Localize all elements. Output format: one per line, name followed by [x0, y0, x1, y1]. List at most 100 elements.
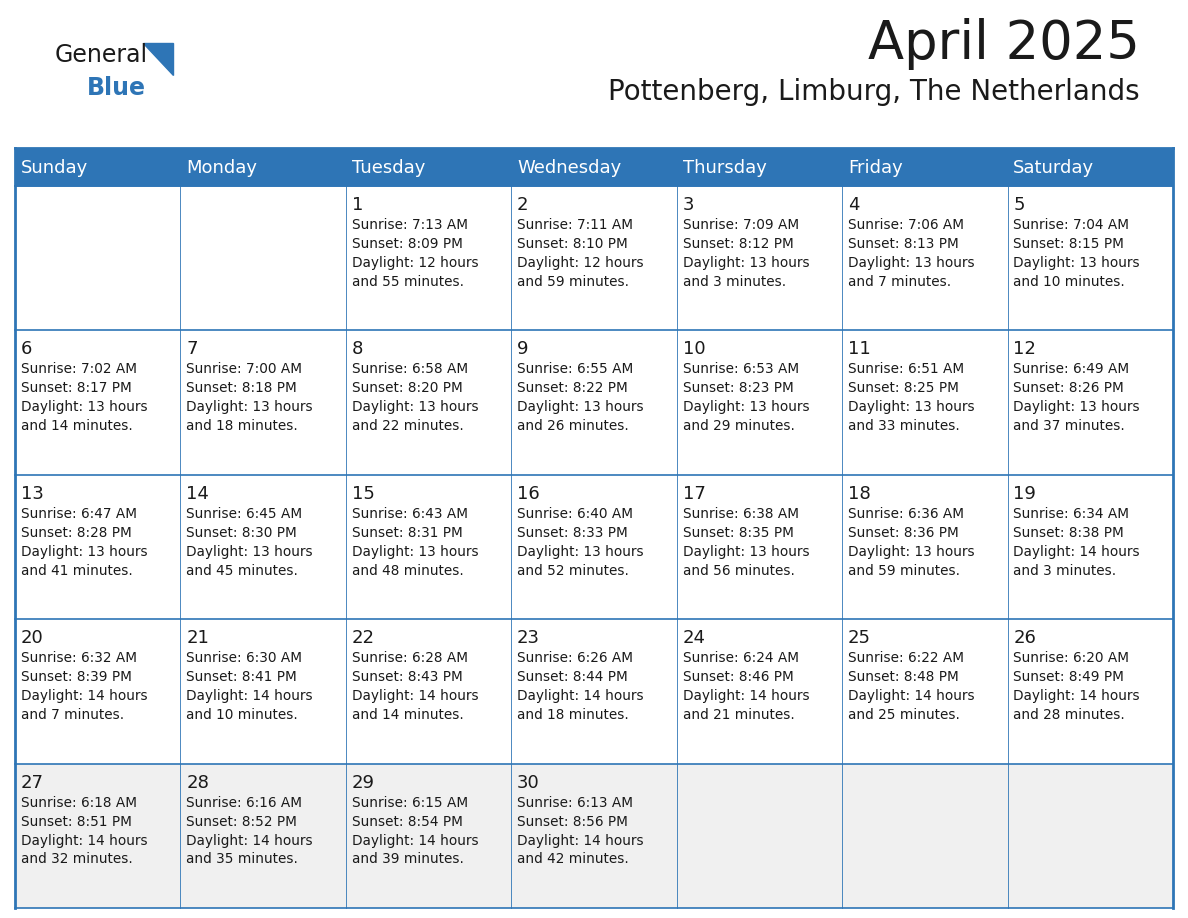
Text: Saturday: Saturday [1013, 159, 1094, 177]
Text: Sunrise: 6:49 AM
Sunset: 8:26 PM
Daylight: 13 hours
and 37 minutes.: Sunrise: 6:49 AM Sunset: 8:26 PM Dayligh… [1013, 363, 1140, 433]
Bar [181, 186, 346, 330]
Text: Sunrise: 7:06 AM
Sunset: 8:13 PM
Daylight: 13 hours
and 7 minutes.: Sunrise: 7:06 AM Sunset: 8:13 PM Dayligh… [848, 218, 974, 289]
Bar [346, 475, 511, 620]
Bar [511, 764, 677, 908]
Text: Sunrise: 6:18 AM
Sunset: 8:51 PM
Daylight: 14 hours
and 32 minutes.: Sunrise: 6:18 AM Sunset: 8:51 PM Dayligh… [20, 796, 147, 867]
Text: Sunrise: 6:16 AM
Sunset: 8:52 PM
Daylight: 14 hours
and 35 minutes.: Sunrise: 6:16 AM Sunset: 8:52 PM Dayligh… [187, 796, 312, 867]
Text: 13: 13 [20, 485, 44, 503]
Bar [1007, 620, 1173, 764]
Text: 16: 16 [517, 485, 539, 503]
Text: Friday: Friday [848, 159, 903, 177]
Bar [842, 475, 1007, 620]
Text: 4: 4 [848, 196, 859, 214]
Text: Sunrise: 7:04 AM
Sunset: 8:15 PM
Daylight: 13 hours
and 10 minutes.: Sunrise: 7:04 AM Sunset: 8:15 PM Dayligh… [1013, 218, 1140, 289]
Text: General: General [55, 43, 148, 67]
Text: Blue: Blue [87, 76, 146, 100]
Text: 23: 23 [517, 629, 541, 647]
Text: Thursday: Thursday [682, 159, 766, 177]
Text: Sunrise: 6:58 AM
Sunset: 8:20 PM
Daylight: 13 hours
and 22 minutes.: Sunrise: 6:58 AM Sunset: 8:20 PM Dayligh… [352, 363, 479, 433]
Text: Sunrise: 6:47 AM
Sunset: 8:28 PM
Daylight: 13 hours
and 41 minutes.: Sunrise: 6:47 AM Sunset: 8:28 PM Dayligh… [20, 507, 147, 577]
Text: Sunrise: 6:40 AM
Sunset: 8:33 PM
Daylight: 13 hours
and 52 minutes.: Sunrise: 6:40 AM Sunset: 8:33 PM Dayligh… [517, 507, 644, 577]
Text: Sunrise: 6:28 AM
Sunset: 8:43 PM
Daylight: 14 hours
and 14 minutes.: Sunrise: 6:28 AM Sunset: 8:43 PM Dayligh… [352, 651, 479, 722]
Bar [181, 764, 346, 908]
Bar [346, 186, 511, 330]
Text: 25: 25 [848, 629, 871, 647]
Bar [15, 148, 1173, 186]
Text: Sunrise: 6:51 AM
Sunset: 8:25 PM
Daylight: 13 hours
and 33 minutes.: Sunrise: 6:51 AM Sunset: 8:25 PM Dayligh… [848, 363, 974, 433]
Text: Sunrise: 6:34 AM
Sunset: 8:38 PM
Daylight: 14 hours
and 3 minutes.: Sunrise: 6:34 AM Sunset: 8:38 PM Dayligh… [1013, 507, 1140, 577]
Text: 29: 29 [352, 774, 374, 791]
Text: 7: 7 [187, 341, 197, 358]
Text: Sunrise: 7:00 AM
Sunset: 8:18 PM
Daylight: 13 hours
and 18 minutes.: Sunrise: 7:00 AM Sunset: 8:18 PM Dayligh… [187, 363, 312, 433]
Text: Sunrise: 7:13 AM
Sunset: 8:09 PM
Daylight: 12 hours
and 55 minutes.: Sunrise: 7:13 AM Sunset: 8:09 PM Dayligh… [352, 218, 479, 289]
Bar [1007, 186, 1173, 330]
Bar [181, 330, 346, 475]
Text: Monday: Monday [187, 159, 258, 177]
Text: Sunrise: 7:02 AM
Sunset: 8:17 PM
Daylight: 13 hours
and 14 minutes.: Sunrise: 7:02 AM Sunset: 8:17 PM Dayligh… [20, 363, 147, 433]
Bar [842, 330, 1007, 475]
Bar [181, 620, 346, 764]
Text: Sunrise: 6:26 AM
Sunset: 8:44 PM
Daylight: 14 hours
and 18 minutes.: Sunrise: 6:26 AM Sunset: 8:44 PM Dayligh… [517, 651, 644, 722]
Bar [677, 475, 842, 620]
Text: 27: 27 [20, 774, 44, 791]
Text: Sunrise: 6:53 AM
Sunset: 8:23 PM
Daylight: 13 hours
and 29 minutes.: Sunrise: 6:53 AM Sunset: 8:23 PM Dayligh… [682, 363, 809, 433]
Text: Sunrise: 6:22 AM
Sunset: 8:48 PM
Daylight: 14 hours
and 25 minutes.: Sunrise: 6:22 AM Sunset: 8:48 PM Dayligh… [848, 651, 974, 722]
Text: 19: 19 [1013, 485, 1036, 503]
Bar [511, 330, 677, 475]
Text: 11: 11 [848, 341, 871, 358]
Text: Sunrise: 6:30 AM
Sunset: 8:41 PM
Daylight: 14 hours
and 10 minutes.: Sunrise: 6:30 AM Sunset: 8:41 PM Dayligh… [187, 651, 312, 722]
Text: Sunrise: 6:36 AM
Sunset: 8:36 PM
Daylight: 13 hours
and 59 minutes.: Sunrise: 6:36 AM Sunset: 8:36 PM Dayligh… [848, 507, 974, 577]
Text: 30: 30 [517, 774, 539, 791]
Bar [511, 475, 677, 620]
Bar [511, 186, 677, 330]
Bar [15, 186, 181, 330]
Text: Sunday: Sunday [20, 159, 88, 177]
Text: 8: 8 [352, 341, 364, 358]
Text: 22: 22 [352, 629, 374, 647]
Bar [1007, 475, 1173, 620]
Text: 2: 2 [517, 196, 529, 214]
Text: Sunrise: 6:24 AM
Sunset: 8:46 PM
Daylight: 14 hours
and 21 minutes.: Sunrise: 6:24 AM Sunset: 8:46 PM Dayligh… [682, 651, 809, 722]
Bar [346, 330, 511, 475]
Text: Sunrise: 6:13 AM
Sunset: 8:56 PM
Daylight: 14 hours
and 42 minutes.: Sunrise: 6:13 AM Sunset: 8:56 PM Dayligh… [517, 796, 644, 867]
Text: April 2025: April 2025 [868, 18, 1140, 70]
Text: Sunrise: 6:38 AM
Sunset: 8:35 PM
Daylight: 13 hours
and 56 minutes.: Sunrise: 6:38 AM Sunset: 8:35 PM Dayligh… [682, 507, 809, 577]
Text: 5: 5 [1013, 196, 1025, 214]
Bar [1007, 330, 1173, 475]
Text: Sunrise: 6:43 AM
Sunset: 8:31 PM
Daylight: 13 hours
and 48 minutes.: Sunrise: 6:43 AM Sunset: 8:31 PM Dayligh… [352, 507, 479, 577]
Text: 17: 17 [682, 485, 706, 503]
Bar [677, 620, 842, 764]
Bar [1007, 764, 1173, 908]
Text: Sunrise: 7:09 AM
Sunset: 8:12 PM
Daylight: 13 hours
and 3 minutes.: Sunrise: 7:09 AM Sunset: 8:12 PM Dayligh… [682, 218, 809, 289]
Text: Pottenberg, Limburg, The Netherlands: Pottenberg, Limburg, The Netherlands [608, 78, 1140, 106]
Text: Wednesday: Wednesday [517, 159, 621, 177]
Bar [15, 620, 181, 764]
Bar [15, 764, 181, 908]
Bar [511, 620, 677, 764]
Text: 15: 15 [352, 485, 374, 503]
Text: 28: 28 [187, 774, 209, 791]
Text: Sunrise: 6:15 AM
Sunset: 8:54 PM
Daylight: 14 hours
and 39 minutes.: Sunrise: 6:15 AM Sunset: 8:54 PM Dayligh… [352, 796, 479, 867]
Text: 21: 21 [187, 629, 209, 647]
Text: 18: 18 [848, 485, 871, 503]
Polygon shape [143, 43, 173, 75]
Text: 3: 3 [682, 196, 694, 214]
Bar [677, 330, 842, 475]
Text: Sunrise: 6:45 AM
Sunset: 8:30 PM
Daylight: 13 hours
and 45 minutes.: Sunrise: 6:45 AM Sunset: 8:30 PM Dayligh… [187, 507, 312, 577]
Text: 9: 9 [517, 341, 529, 358]
Text: 26: 26 [1013, 629, 1036, 647]
Bar [346, 764, 511, 908]
Text: 6: 6 [20, 341, 32, 358]
Bar [842, 186, 1007, 330]
Text: 12: 12 [1013, 341, 1036, 358]
Text: Sunrise: 6:32 AM
Sunset: 8:39 PM
Daylight: 14 hours
and 7 minutes.: Sunrise: 6:32 AM Sunset: 8:39 PM Dayligh… [20, 651, 147, 722]
Bar [346, 620, 511, 764]
Bar [15, 475, 181, 620]
Text: Sunrise: 6:55 AM
Sunset: 8:22 PM
Daylight: 13 hours
and 26 minutes.: Sunrise: 6:55 AM Sunset: 8:22 PM Dayligh… [517, 363, 644, 433]
Text: 24: 24 [682, 629, 706, 647]
Text: 14: 14 [187, 485, 209, 503]
Text: 10: 10 [682, 341, 706, 358]
Bar [677, 764, 842, 908]
Bar [677, 186, 842, 330]
Text: Tuesday: Tuesday [352, 159, 425, 177]
